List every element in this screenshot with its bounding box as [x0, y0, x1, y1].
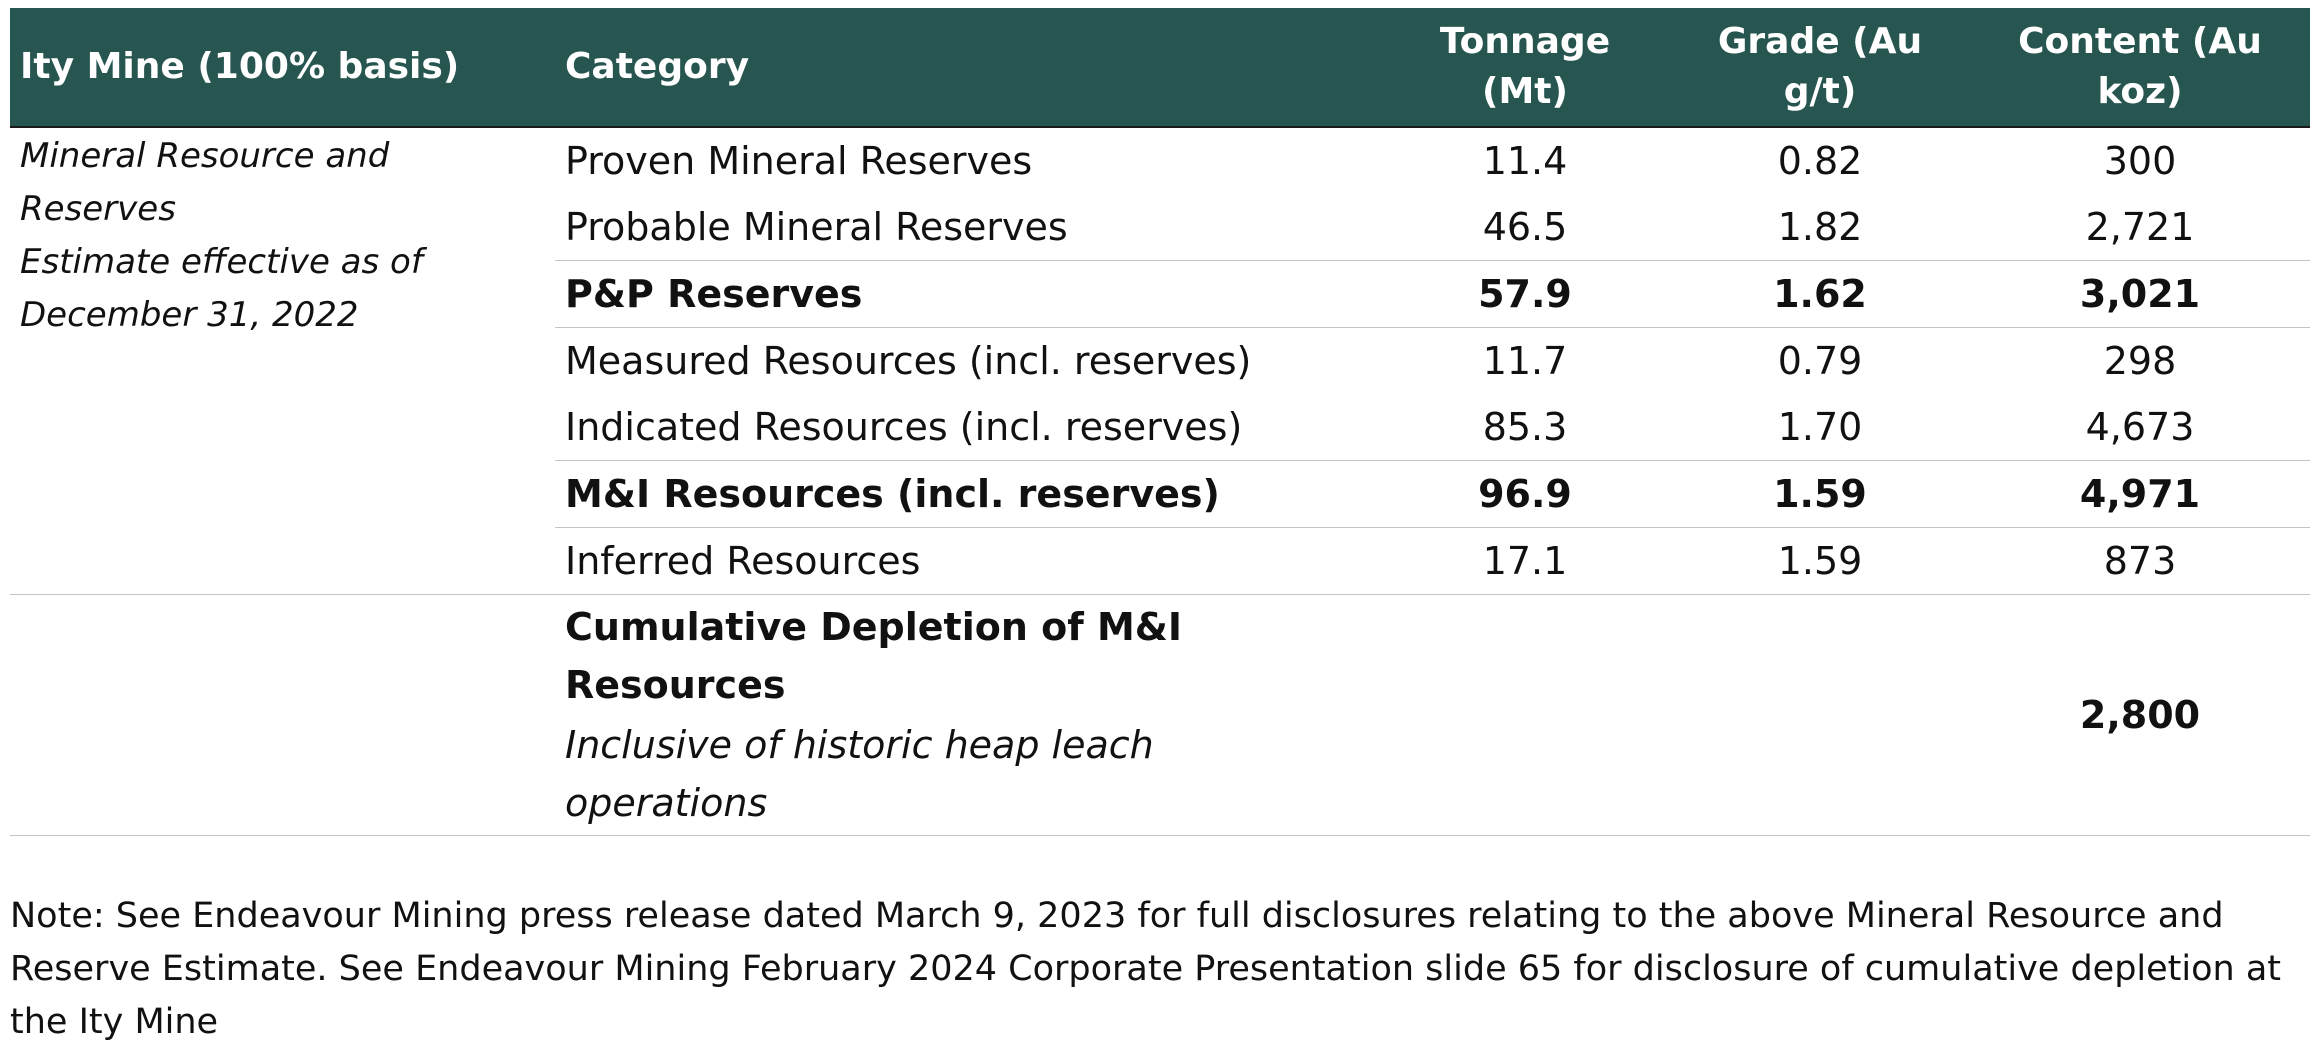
category-cell: P&P Reserves	[555, 260, 1380, 328]
depletion-tonnage-empty	[1380, 594, 1670, 836]
content-cell: 873	[1970, 527, 2310, 595]
table-row: Probable Mineral Reserves 46.5 1.82 2,72…	[10, 194, 2310, 261]
header-content: Content (Au koz)	[1970, 8, 2310, 128]
grade-cell: 1.62	[1670, 260, 1970, 328]
depletion-title: Cumulative Depletion of M&I Resources	[565, 598, 1380, 714]
estimate-label-line2: Reserves	[20, 189, 176, 229]
depletion-category: Cumulative Depletion of M&I Resources In…	[555, 594, 1380, 836]
tonnage-cell: 46.5	[1482, 205, 1568, 249]
header-grade: Grade (Au g/t)	[1670, 8, 1970, 128]
footnote: Note: See Endeavour Mining press release…	[10, 890, 2300, 1049]
depletion-empty-label	[10, 594, 555, 836]
header-mine: Ity Mine (100% basis)	[10, 8, 555, 128]
header-grade-line2: g/t)	[1783, 71, 1857, 112]
depletion-subtitle-line1: Inclusive of historic heap leach	[565, 723, 1154, 767]
category-cell: Measured Resources (incl. reserves)	[555, 327, 1380, 394]
tonnage-cell: 11.4	[1482, 139, 1568, 183]
depletion-row: Cumulative Depletion of M&I Resources In…	[10, 594, 2310, 836]
estimate-label-line1: Mineral Resource and	[20, 136, 390, 176]
grade-cell: 1.59	[1670, 527, 1970, 595]
depletion-subtitle: Inclusive of historic heap leach operati…	[565, 716, 1380, 832]
estimate-label-line4: December 31, 2022	[20, 295, 359, 335]
table-body: Mineral Resource and Reserves Estimate e…	[10, 127, 2310, 836]
grade-cell: 0.79	[1670, 327, 1970, 394]
table-header: Ity Mine (100% basis) Category Tonnage (…	[10, 8, 2310, 128]
category-cell: Probable Mineral Reserves	[565, 205, 1068, 249]
header-content-line1: Content (Au	[2018, 21, 2262, 62]
content-cell: 300	[2103, 139, 2177, 183]
content-cell: 4,971	[1970, 460, 2310, 528]
depletion-title-line2: Resources	[565, 663, 786, 707]
category-cell: M&I Resources (incl. reserves)	[555, 460, 1380, 528]
table-row-total: M&I Resources (incl. reserves) 96.9 1.59…	[10, 460, 2310, 528]
table-row: Inferred Resources 17.1 1.59 873	[10, 527, 2310, 595]
grade-cell: 1.59	[1670, 460, 1970, 528]
table-row-total: P&P Reserves 57.9 1.62 3,021	[10, 260, 2310, 328]
header-row: Ity Mine (100% basis) Category Tonnage (…	[10, 8, 2310, 128]
content-cell: 2,721	[2085, 205, 2195, 249]
depletion-content: 2,800	[1970, 594, 2310, 836]
tonnage-cell: 85.3	[1482, 405, 1568, 449]
category-cell: Inferred Resources	[555, 527, 1380, 595]
header-tonnage-line1: Tonnage	[1439, 21, 1611, 62]
header-content-line2: koz)	[2097, 71, 2183, 112]
resource-reserve-table: Ity Mine (100% basis) Category Tonnage (…	[10, 8, 2310, 836]
content-cell: 3,021	[1970, 260, 2310, 328]
content-cell: 298	[1970, 327, 2310, 394]
header-tonnage-line2: (Mt)	[1482, 71, 1568, 112]
table-row: Mineral Resource and Reserves Estimate e…	[10, 127, 2310, 335]
estimate-label-line3: Estimate effective as of	[20, 242, 423, 282]
depletion-title-line1: Cumulative Depletion of M&I	[565, 605, 1183, 649]
table-row: Indicated Resources (incl. reserves) 85.…	[10, 394, 2310, 461]
header-tonnage: Tonnage (Mt)	[1380, 8, 1670, 128]
tonnage-cell: 11.7	[1380, 327, 1670, 394]
footnote-line2: Reserve Estimate. See Endeavour Mining F…	[10, 949, 2282, 989]
depletion-grade-empty	[1670, 594, 1970, 836]
estimate-label: Mineral Resource and Reserves Estimate e…	[10, 127, 555, 595]
tonnage-cell: 96.9	[1380, 460, 1670, 528]
tonnage-cell: 57.9	[1380, 260, 1670, 328]
header-grade-line1: Grade (Au	[1717, 21, 1923, 62]
tonnage-cell: 17.1	[1380, 527, 1670, 595]
header-category: Category	[555, 8, 1380, 128]
grade-cell: 0.82	[1777, 139, 1863, 183]
grade-cell: 1.82	[1777, 205, 1863, 249]
resource-reserve-table-container: Ity Mine (100% basis) Category Tonnage (…	[10, 8, 2310, 836]
category-cell: Indicated Resources (incl. reserves)	[565, 405, 1243, 449]
table-row: Measured Resources (incl. reserves) 11.7…	[10, 327, 2310, 394]
depletion-subtitle-line2: operations	[565, 781, 768, 825]
category-cell: Proven Mineral Reserves	[565, 139, 1033, 183]
grade-cell: 1.70	[1777, 405, 1863, 449]
footnote-line1: Note: See Endeavour Mining press release…	[10, 896, 2224, 936]
footnote-line3: the Ity Mine	[10, 1002, 219, 1042]
content-cell: 4,673	[2085, 405, 2195, 449]
